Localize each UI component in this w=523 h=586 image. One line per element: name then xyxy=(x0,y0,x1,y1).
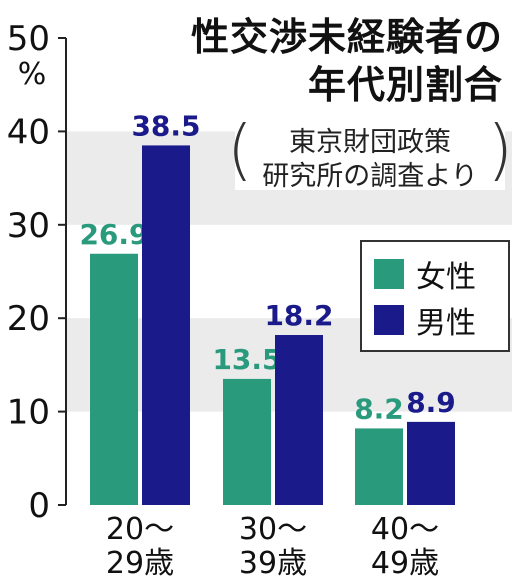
bar xyxy=(142,145,190,505)
left-paren: ( xyxy=(227,111,253,188)
bar-value-label: 38.5 xyxy=(131,109,200,142)
x-tick-label-20s: 20～ 29歳 xyxy=(80,513,200,581)
legend: 女性 男性 xyxy=(360,240,510,352)
y-unit-label: % xyxy=(18,57,47,92)
bar xyxy=(407,421,455,505)
legend-label-female: 女性 xyxy=(416,260,476,295)
source-line2: 研究所の調査より xyxy=(262,161,478,192)
y-tick-label: 30 xyxy=(7,206,50,246)
bar xyxy=(355,428,403,505)
bar xyxy=(275,335,323,505)
bar xyxy=(90,253,138,505)
y-tick-label: 20 xyxy=(7,299,50,339)
y-tick-label: 0 xyxy=(28,486,50,526)
chart-title-line2: 年代別割合 xyxy=(307,63,503,107)
x-tick-label-40s: 40～ 49歳 xyxy=(345,513,465,581)
x-tick-label-line2: 49歳 xyxy=(370,546,440,581)
x-tick-label-line2: 39歳 xyxy=(238,546,308,581)
right-paren: ) xyxy=(487,111,513,188)
x-tick-label-30s: 30～ 39歳 xyxy=(213,513,333,581)
bar-value-label: 18.2 xyxy=(264,299,333,332)
legend-label-male: 男性 xyxy=(416,306,476,341)
bar-value-label: 8.9 xyxy=(406,386,456,419)
y-tick-label: 40 xyxy=(7,112,50,152)
x-tick-label-line2: 29歳 xyxy=(105,546,175,581)
bar-value-label: 26.9 xyxy=(79,218,148,251)
bar-value-label: 13.5 xyxy=(212,343,281,376)
legend-swatch-male xyxy=(374,305,404,335)
y-tick-label: 50 xyxy=(7,19,50,59)
legend-swatch-female xyxy=(374,259,404,289)
source-note: ( 東京財団政策 研究所の調査より ) xyxy=(227,111,513,192)
x-tick-label-line1: 40～ xyxy=(370,512,440,547)
legend-item-male: 男性 xyxy=(374,300,476,341)
x-tick-label-line1: 30～ xyxy=(238,512,308,547)
bar-value-label: 8.2 xyxy=(354,392,404,425)
chart-title-line1: 性交渉未経験者の xyxy=(190,15,503,59)
y-tick-label: 10 xyxy=(7,393,50,433)
bar xyxy=(223,378,271,505)
source-line1: 東京財団政策 xyxy=(289,127,451,158)
legend-item-female: 女性 xyxy=(374,254,476,295)
x-tick-label-line1: 20～ xyxy=(105,512,175,547)
